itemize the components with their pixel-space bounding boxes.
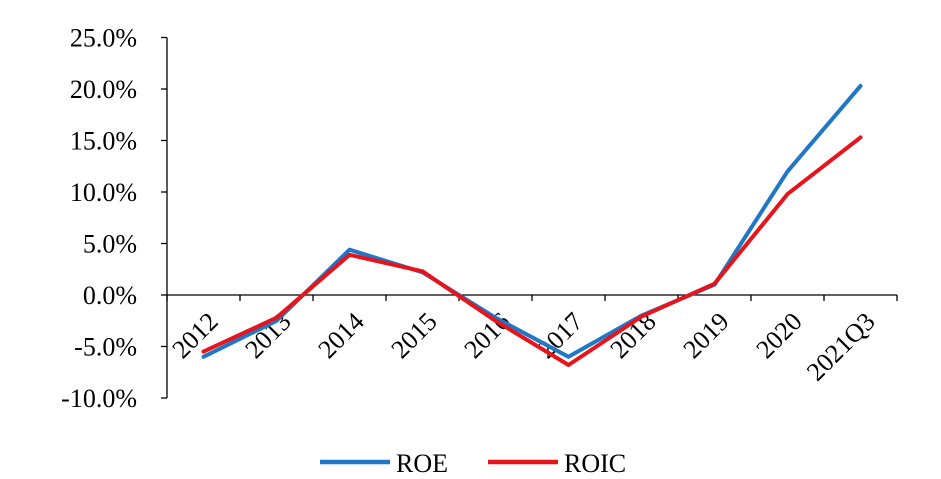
x-tick-label: 2014 [312, 307, 369, 364]
x-tick-label: 2019 [677, 307, 734, 364]
y-tick-label: 5.0% [83, 230, 137, 259]
x-tick-label: 2021Q3 [801, 307, 881, 387]
series-line-roic [201, 135, 863, 367]
y-tick-label: -5.0% [74, 333, 137, 362]
legend-label-roe: ROE [396, 449, 448, 478]
legend-label-roic: ROIC [564, 449, 626, 478]
y-tick-label: -10.0% [61, 384, 137, 413]
y-tick-label: 0.0% [83, 281, 137, 310]
x-tick-label: 2015 [385, 307, 442, 364]
y-axis: 25.0% 20.0% 15.0% 10.0% 5.0% 0.0% -5.0% -10.0% [61, 24, 168, 413]
series-line-roe [201, 83, 863, 359]
y-tick-label: 25.0% [70, 24, 137, 53]
x-tick-label: 2012 [166, 307, 223, 364]
y-tick-label: 20.0% [70, 75, 137, 104]
y-tick-label: 15.0% [70, 127, 137, 156]
y-tick-label: 10.0% [70, 178, 137, 207]
x-tick-label: 2020 [750, 307, 807, 364]
legend: ROE ROIC [320, 449, 626, 478]
series-lines [201, 83, 863, 367]
